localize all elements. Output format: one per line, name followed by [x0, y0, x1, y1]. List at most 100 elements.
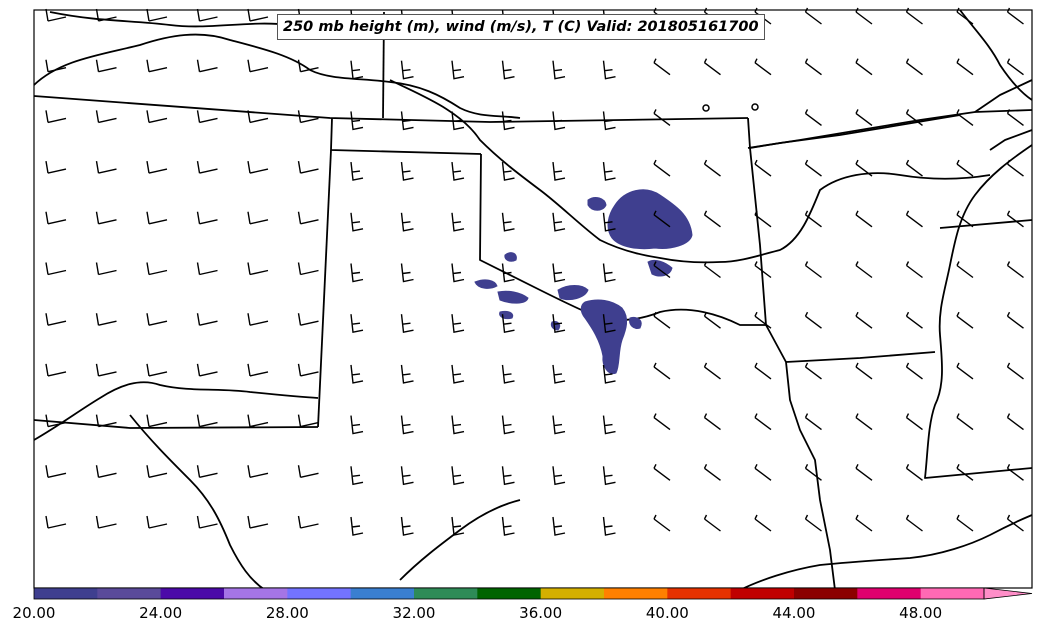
wind-barb — [501, 466, 515, 486]
wind-barb — [196, 211, 218, 225]
wind-barb — [501, 162, 515, 181]
shade-area-mid — [580, 299, 628, 375]
wind-barb — [754, 311, 772, 329]
wind-barb — [501, 364, 515, 384]
wind-barb — [501, 314, 515, 334]
wind-barb — [754, 514, 772, 532]
colorbar-tick-label: 48.00 — [899, 604, 943, 622]
boundary-ok-panhandle — [317, 149, 332, 428]
wind-barb — [146, 110, 168, 124]
wind-barb — [602, 314, 616, 334]
colorbar-segment — [604, 588, 668, 599]
wind-barb — [905, 109, 923, 126]
wind-barb — [602, 212, 616, 232]
wind-barb — [905, 210, 923, 228]
wind-barb — [1006, 413, 1024, 431]
colorbar-outline — [33, 587, 985, 600]
wind-barb — [653, 413, 671, 431]
boundary-kansas-north — [33, 95, 749, 123]
wind-barb — [1006, 261, 1024, 279]
plot-border — [33, 9, 1033, 589]
colorbar-segment — [350, 588, 415, 599]
wind-barb — [95, 160, 117, 174]
wind-barb — [855, 413, 873, 431]
temperature-shading — [474, 189, 693, 375]
wind-barb — [95, 211, 117, 225]
wind-barb — [45, 414, 67, 428]
wind-barb — [350, 466, 364, 486]
wind-barb — [95, 414, 117, 428]
wind-barb — [247, 465, 269, 478]
wind-barb — [451, 162, 465, 181]
wind-barb — [754, 362, 772, 380]
wind-barb — [95, 465, 117, 478]
wind-barb — [1006, 109, 1024, 126]
wind-barb — [804, 311, 822, 329]
wind-barb — [905, 362, 923, 380]
wind-barb — [552, 466, 566, 486]
colorbar-segment — [224, 588, 288, 599]
shade-area-west — [497, 290, 529, 304]
wind-barb — [146, 313, 168, 326]
wind-barb — [451, 212, 465, 232]
wind-barb — [905, 261, 923, 279]
wind-barb — [905, 413, 923, 431]
wind-barb — [956, 362, 974, 380]
wind-barb — [45, 110, 67, 124]
wind-barb — [956, 463, 974, 481]
wind-barb — [501, 516, 515, 536]
shade-area-north-small — [587, 197, 607, 211]
colorbar-tick-label: 20.00 — [12, 604, 56, 622]
wind-barb — [653, 159, 671, 177]
wind-barb — [905, 463, 923, 481]
wind-barb — [754, 210, 772, 228]
boundary-tn — [974, 79, 1033, 113]
boundary-kansas-south — [330, 117, 482, 155]
wind-barb — [905, 58, 923, 76]
wind-barb — [501, 415, 515, 435]
wind-barb — [1006, 58, 1024, 76]
wind-barb — [754, 261, 772, 279]
wind-barb — [196, 414, 218, 428]
wind-barb — [297, 211, 319, 225]
wind-barb — [703, 159, 721, 177]
wind-barb — [602, 415, 616, 435]
wind-barb — [451, 466, 465, 486]
wind-barb — [45, 465, 67, 478]
wind-barb — [247, 313, 269, 326]
wind-barb — [350, 415, 364, 435]
wind-barb — [297, 515, 319, 529]
wind-barb — [602, 60, 616, 80]
wind-barb — [451, 415, 465, 435]
boundary-texas — [33, 419, 319, 429]
wind-barb — [855, 109, 873, 126]
shade-area-north — [607, 189, 693, 250]
wind-barb — [247, 262, 269, 276]
wind-barb — [956, 514, 974, 532]
colorbar-tick-label: 24.00 — [139, 604, 183, 622]
wind-barb — [95, 8, 117, 22]
wind-barb — [247, 414, 269, 428]
colorbar-segment — [160, 588, 225, 599]
wind-barb — [804, 210, 822, 228]
wind-barb — [45, 313, 67, 326]
wind-barb — [247, 515, 269, 529]
wind-barb — [45, 160, 67, 174]
wind-barb — [552, 212, 566, 232]
wind-barb — [350, 263, 364, 283]
wind-barb — [400, 162, 414, 181]
colorbar-tick-label: 28.00 — [265, 604, 309, 622]
wind-barb — [703, 58, 721, 76]
wind-barb — [552, 314, 566, 334]
colorbar-tick-label: 36.00 — [519, 604, 563, 622]
wind-barb — [297, 110, 319, 124]
colorbar-segment — [730, 588, 795, 599]
wind-barb — [45, 59, 67, 73]
wind-barb — [400, 415, 414, 435]
boundary-ar-south — [765, 324, 836, 591]
wind-barb — [855, 514, 873, 532]
boundary-nebraska-river — [49, 11, 291, 28]
wind-barb — [247, 363, 269, 377]
wind-barb — [956, 261, 974, 279]
wind-barb — [196, 8, 218, 22]
